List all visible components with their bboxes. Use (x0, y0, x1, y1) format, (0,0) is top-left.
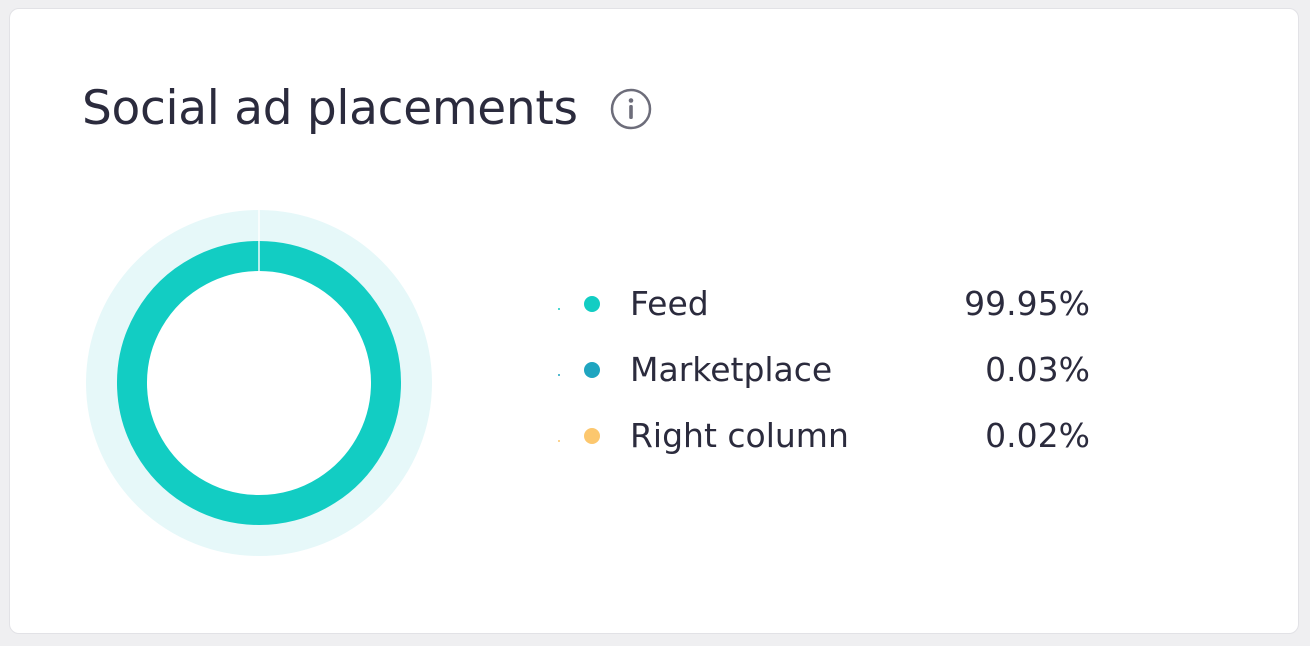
chart-legend: Feed 99.95% Marketplace 0.03% Right column 0.… (550, 280, 1090, 478)
legend-item-marketplace[interactable]: Marketplace 0.03% (550, 346, 1090, 412)
legend-value: 0.03% (985, 350, 1090, 389)
donut-slice-feed[interactable] (117, 241, 401, 525)
donut-track (86, 210, 432, 556)
social-ad-placements-card: Social ad placements Feed 99.95% Marketpla… (9, 8, 1299, 634)
legend-swatch (584, 428, 600, 444)
legend-marker-dot (558, 374, 560, 376)
card-title: Social ad placements (82, 81, 578, 136)
legend-item-right-column[interactable]: Right column 0.02% (550, 412, 1090, 478)
donut-chart (86, 210, 432, 556)
legend-label: Marketplace (630, 350, 833, 389)
legend-label: Right column (630, 416, 849, 455)
legend-value: 0.02% (985, 416, 1090, 455)
legend-label: Feed (630, 284, 709, 323)
legend-value: 99.95% (964, 284, 1090, 323)
legend-swatch (584, 362, 600, 378)
info-icon[interactable] (610, 88, 652, 130)
legend-marker-dot (558, 440, 560, 442)
legend-marker-dot (558, 308, 560, 310)
legend-swatch (584, 296, 600, 312)
legend-item-feed[interactable]: Feed 99.95% (550, 280, 1090, 346)
